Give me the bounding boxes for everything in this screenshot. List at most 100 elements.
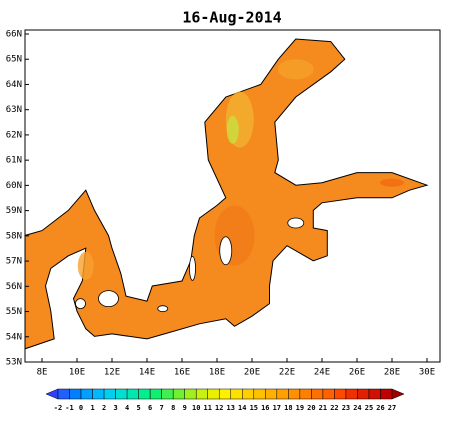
lon-label: 30E <box>419 368 435 378</box>
colorbar-swatch <box>299 388 312 400</box>
sea-area <box>25 38 429 350</box>
island <box>287 217 305 229</box>
colorbar-label: 13 <box>227 404 235 412</box>
lat-label: 56N <box>6 282 22 292</box>
colorbar-label: 15 <box>250 404 258 412</box>
island <box>157 305 169 313</box>
colorbar-label: 24 <box>353 404 361 412</box>
lat-label: 58N <box>6 231 22 241</box>
lon-label: 10E <box>69 368 85 378</box>
temperature-patch <box>226 115 239 144</box>
colorbar-swatch <box>253 388 266 400</box>
colorbar-swatch <box>172 388 185 400</box>
island <box>75 298 86 310</box>
lon-label: 26E <box>349 368 365 378</box>
colorbar-label: 7 <box>160 404 164 412</box>
colorbar-label: 3 <box>113 404 117 412</box>
colorbar-label: 23 <box>342 404 350 412</box>
colorbar-label: 27 <box>388 404 396 412</box>
colorbar-swatch <box>311 388 324 400</box>
lat-label: 65N <box>6 55 22 65</box>
colorbar-swatch <box>80 388 93 400</box>
island <box>219 236 233 266</box>
colorbar-label: 6 <box>148 404 152 412</box>
colorbar-swatch <box>276 388 289 400</box>
colorbar-swatch <box>380 388 393 400</box>
colorbar-label: 4 <box>125 404 129 412</box>
colorbar-label: 19 <box>296 404 304 412</box>
colorbar-label: 16 <box>261 404 269 412</box>
colorbar-label: 20 <box>307 404 315 412</box>
colorbar-swatch <box>288 388 301 400</box>
lon-label: 14E <box>139 368 155 378</box>
colorbar-swatch <box>69 388 82 400</box>
lat-label: 55N <box>6 307 22 317</box>
colorbar-label: 12 <box>215 404 223 412</box>
lon-label: 22E <box>279 368 295 378</box>
colorbar-swatch <box>322 388 335 400</box>
lat-label: 64N <box>6 80 22 90</box>
colorbar-swatch <box>195 388 208 400</box>
lat-label: 60N <box>6 181 22 191</box>
colorbar-swatch <box>57 388 70 400</box>
colorbar-swatch <box>207 388 220 400</box>
island <box>98 290 119 308</box>
colorbar-swatch <box>92 388 105 400</box>
colorbar-arrow <box>391 388 405 400</box>
lon-label: 20E <box>244 368 260 378</box>
lat-label: 63N <box>6 105 22 115</box>
colorbar-label: 25 <box>365 404 373 412</box>
colorbar-label: 1 <box>90 404 94 412</box>
colorbar-label: 0 <box>79 404 83 412</box>
lat-label: 53N <box>6 358 22 368</box>
colorbar-label: 5 <box>137 404 141 412</box>
colorbar-swatch <box>149 388 162 400</box>
colorbar-swatch <box>218 388 232 400</box>
lon-label: 16E <box>174 368 190 378</box>
colorbar-swatch <box>103 388 116 400</box>
colorbar-label: 2 <box>102 404 106 412</box>
lon-label: 8E <box>37 368 48 378</box>
colorbar-swatch <box>230 388 243 400</box>
colorbar-arrow <box>45 388 59 400</box>
lat-label: 66N <box>6 30 22 40</box>
colorbar-label: -2 <box>54 404 62 412</box>
colorbar-swatch <box>265 388 278 400</box>
temperature-patch <box>77 251 94 280</box>
colorbar-label: 18 <box>284 404 292 412</box>
colorbar-swatch <box>115 388 128 400</box>
lon-label: 12E <box>104 368 120 378</box>
colorbar-label: 14 <box>238 404 246 412</box>
colorbar-swatch <box>126 388 139 400</box>
colorbar-label: 11 <box>204 404 212 412</box>
colorbar: -2 -1 0 1 2 3 4 5 6 7 8 9 10 11 12 13 14 15 16 17 18 19 20 21 22… <box>45 388 405 412</box>
temperature-patch <box>380 178 404 187</box>
lon-label: 24E <box>314 368 330 378</box>
lat-label: 62N <box>6 130 22 140</box>
colorbar-label: 8 <box>171 404 175 412</box>
map-frame <box>24 29 441 363</box>
colorbar-label: 26 <box>376 404 384 412</box>
axes: 66N 65N 64N 63N 62N 61N 60N 59N 58N 57N 56N 55N 54N 5… <box>6 30 435 378</box>
colorbar-swatch <box>357 388 370 400</box>
lat-label: 61N <box>6 156 22 166</box>
colorbar-label: 22 <box>330 404 338 412</box>
lon-label: 18E <box>209 368 225 378</box>
sea-field <box>25 38 429 350</box>
lon-label: 28E <box>384 368 400 378</box>
lat-label: 57N <box>6 257 22 267</box>
colorbar-swatch <box>161 388 174 400</box>
title: 16-Aug-2014 <box>182 9 281 27</box>
colorbar-swatch <box>345 388 358 400</box>
colorbar-label: 9 <box>183 404 187 412</box>
lat-label: 54N <box>6 332 22 342</box>
colorbar-label: 17 <box>273 404 281 412</box>
colorbar-swatch <box>242 388 255 400</box>
colorbar-label: 21 <box>319 404 327 412</box>
temperature-patch <box>277 59 314 80</box>
colorbar-swatch <box>368 388 381 400</box>
island <box>189 255 196 281</box>
colorbar-label: 10 <box>192 404 200 412</box>
lat-label: 59N <box>6 206 22 216</box>
